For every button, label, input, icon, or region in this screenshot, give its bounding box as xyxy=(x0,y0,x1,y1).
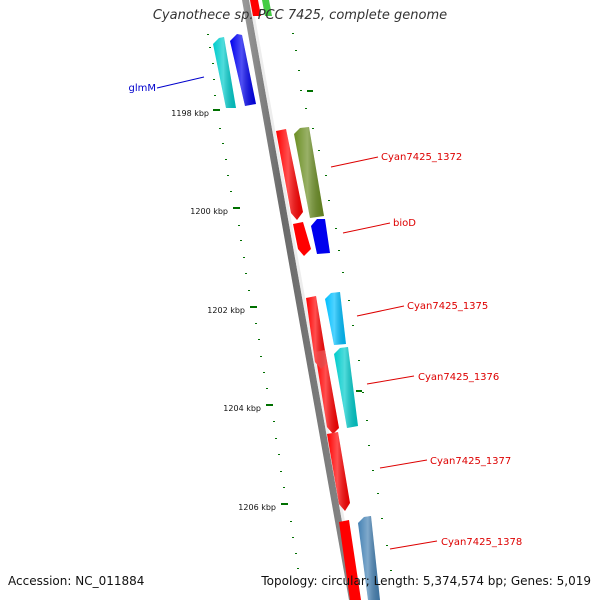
gene-label-Cyan7425_1378[interactable]: Cyan7425_1378 xyxy=(441,537,522,548)
gene-top-red[interactable] xyxy=(250,0,261,16)
leader-glmM xyxy=(156,76,205,89)
gene-bioD[interactable] xyxy=(311,219,330,254)
gene-top-green[interactable] xyxy=(262,0,272,16)
scale-dots xyxy=(207,33,392,571)
leader-bioD xyxy=(342,222,391,234)
gene-label-Cyan7425_1377[interactable]: Cyan7425_1377 xyxy=(430,456,511,467)
gene-Cyan7425_1378-red[interactable] xyxy=(339,520,361,600)
scale-label: 1204 kbp xyxy=(223,404,261,413)
scale-label: 1200 kbp xyxy=(190,207,228,216)
leader-Cyan7425_1378 xyxy=(389,540,438,550)
gene-shading xyxy=(213,34,380,600)
leader-Cyan7425_1372 xyxy=(330,156,379,168)
leader-Cyan7425_1376 xyxy=(366,375,415,385)
genome-backbone xyxy=(242,0,356,600)
scale-labels: 1198 kbp 1200 kbp 1202 kbp 1204 kbp 1206… xyxy=(171,109,276,512)
genome-title: Cyanothece sp. PCC 7425, complete genome xyxy=(152,8,448,23)
scale-ticks xyxy=(213,90,362,505)
scale-label: 1198 kbp xyxy=(171,109,209,118)
gene-label-bioD[interactable]: bioD xyxy=(393,218,416,229)
accession-text: Accession: NC_011884 xyxy=(8,574,145,588)
scale-label: 1206 kbp xyxy=(238,503,276,512)
scale-label: 1202 kbp xyxy=(207,306,245,315)
gene-bioD-red[interactable] xyxy=(293,222,311,256)
leader-Cyan7425_1375 xyxy=(356,305,405,317)
gene-label-Cyan7425_1372[interactable]: Cyan7425_1372 xyxy=(381,152,462,163)
gene-label-Cyan7425_1376[interactable]: Cyan7425_1376 xyxy=(418,372,499,383)
leader-Cyan7425_1377 xyxy=(379,459,428,469)
label-leaders xyxy=(156,76,438,550)
gene-label-glmM[interactable]: glmM xyxy=(129,83,157,94)
topology-text: Topology: circular; Length: 5,374,574 bp… xyxy=(261,574,591,588)
gene-label-Cyan7425_1375[interactable]: Cyan7425_1375 xyxy=(407,301,488,312)
gene-labels: glmM Cyan7425_1372 bioD Cyan7425_1375 Cy… xyxy=(129,83,523,548)
